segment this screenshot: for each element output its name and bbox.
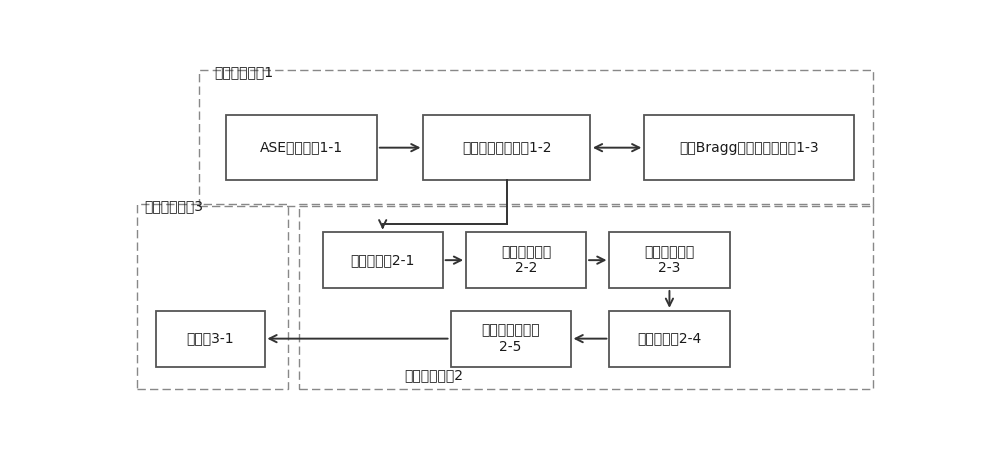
- Bar: [323, 232, 443, 288]
- Bar: [609, 232, 730, 288]
- Bar: [199, 70, 873, 206]
- Bar: [137, 204, 288, 389]
- Bar: [466, 232, 586, 288]
- Text: 光电转换电路
2-2: 光电转换电路 2-2: [501, 245, 551, 275]
- Text: 暗电流补偿电路
2-5: 暗电流补偿电路 2-5: [481, 323, 540, 354]
- Text: 光纤Bragg光栅湿度传感器1-3: 光纤Bragg光栅湿度传感器1-3: [679, 141, 819, 154]
- Bar: [609, 311, 730, 366]
- Text: 线性放大电路
2-3: 线性放大电路 2-3: [644, 245, 695, 275]
- Bar: [299, 204, 873, 389]
- Text: 低通滤波器2-4: 低通滤波器2-4: [637, 332, 702, 346]
- Bar: [450, 311, 571, 366]
- Text: 数据处理模块3: 数据处理模块3: [144, 199, 203, 213]
- Text: ASE宽带光源1-1: ASE宽带光源1-1: [260, 141, 343, 154]
- Text: 上位机3-1: 上位机3-1: [186, 332, 234, 346]
- Text: 温度检测模块1: 温度检测模块1: [214, 65, 273, 79]
- Text: 三端口光纤环形器1-2: 三端口光纤环形器1-2: [462, 141, 551, 154]
- Bar: [156, 311, 264, 366]
- Bar: [644, 116, 854, 180]
- Bar: [423, 116, 590, 180]
- Text: 信号处理模块2: 信号处理模块2: [404, 368, 463, 382]
- Text: 边缘滤波器2-1: 边缘滤波器2-1: [351, 253, 415, 267]
- Bar: [226, 116, 377, 180]
